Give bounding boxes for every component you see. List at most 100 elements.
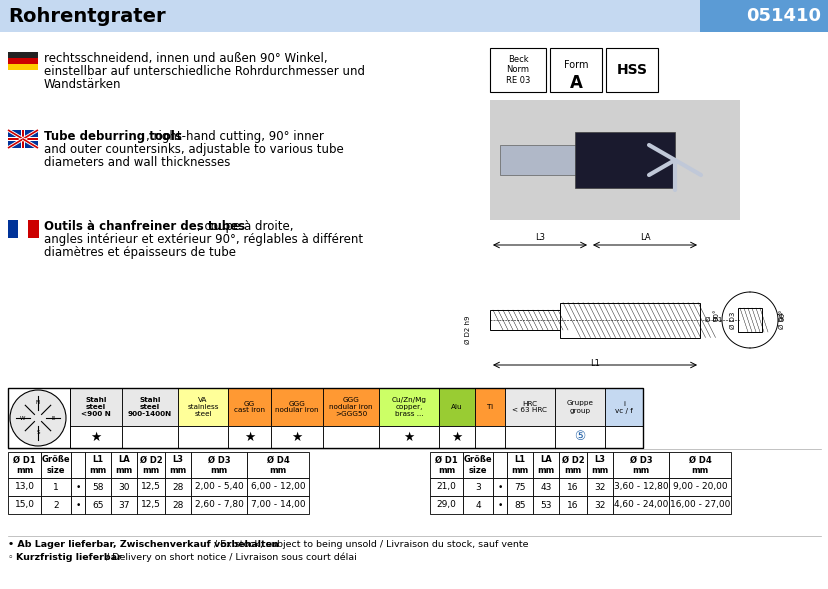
Bar [532,452,558,478]
Text: L3: L3 [534,233,544,242]
Text: / Delivery on short notice / Livraison sous court délai: / Delivery on short notice / Livraison s… [103,553,357,562]
Text: 75: 75 [513,482,525,491]
Text: 9,00 - 20,00: 9,00 - 20,00 [672,482,726,491]
Bar [507,496,532,514]
Text: 21,0: 21,0 [436,482,456,491]
Bar [586,478,612,496]
Text: 2,60 - 7,80: 2,60 - 7,80 [195,501,243,509]
Text: 58: 58 [92,482,104,491]
Text: 13,0: 13,0 [14,482,35,491]
Bar [586,452,612,478]
Text: Cu/Zn/Mg
copper,
brass ...: Cu/Zn/Mg copper, brass ... [391,397,426,417]
Bar [165,496,190,514]
Bar [8,452,41,478]
Text: 1: 1 [53,482,59,491]
Bar [22,130,24,148]
Text: 2: 2 [53,501,59,509]
Text: A: A [569,74,582,92]
Text: L1
mm: L1 mm [89,455,107,475]
Text: Ø D3
mm: Ø D3 mm [208,455,230,475]
Bar [430,496,463,514]
Text: ★: ★ [403,431,414,444]
Bar [612,452,668,478]
Text: Größe
size: Größe size [41,455,70,475]
Text: , right-hand cutting, 90° inner: , right-hand cutting, 90° inner [146,130,324,143]
Bar [507,452,532,478]
Bar [190,496,247,514]
Text: Tube deburring tools: Tube deburring tools [44,130,181,143]
Bar [111,478,137,496]
Text: Wandstärken: Wandstärken [44,78,122,91]
Bar [8,64,38,70]
Text: 90°: 90° [713,309,720,321]
Text: Ø D4
mm: Ø D4 mm [267,455,289,475]
Bar [493,496,507,514]
Bar [178,426,228,448]
Text: HSS: HSS [616,63,647,77]
Text: 29,0: 29,0 [436,501,456,509]
Bar [323,426,378,448]
Bar [430,452,463,478]
Text: 4: 4 [474,501,480,509]
Text: diamètres et épaisseurs de tube: diamètres et épaisseurs de tube [44,246,236,259]
Bar [8,138,38,140]
Bar [8,388,643,448]
Text: Kurzfristig lieferbar: Kurzfristig lieferbar [16,553,122,562]
Text: Ø D4: Ø D4 [778,312,784,329]
Bar [474,388,504,426]
Bar [111,452,137,478]
Bar [85,452,111,478]
Bar [323,388,378,426]
Bar [463,452,493,478]
Text: Ti: Ti [486,404,493,410]
Text: 53: 53 [540,501,551,509]
Text: LA: LA [639,233,649,242]
Text: Ø D1: Ø D1 [704,317,721,323]
Bar [178,388,228,426]
Bar [489,310,560,330]
Text: 43: 43 [540,482,551,491]
Text: 16: 16 [566,501,578,509]
Text: ⑤: ⑤ [574,431,585,444]
Text: 12,5: 12,5 [141,482,161,491]
Text: 37: 37 [118,501,130,509]
Bar [463,478,493,496]
Bar [586,496,612,514]
Text: 32: 32 [594,482,605,491]
Bar [85,478,111,496]
Text: 16: 16 [566,482,578,491]
Bar [575,132,674,188]
Text: Ø D4
mm: Ø D4 mm [688,455,710,475]
Bar [378,426,439,448]
Circle shape [10,390,66,446]
Bar [70,388,122,426]
Text: Stahl
steel
900-1400N: Stahl steel 900-1400N [128,397,172,417]
Bar [554,426,604,448]
Text: VA
stainless
steel: VA stainless steel [187,397,219,417]
Text: 32: 32 [594,501,605,509]
Text: Outils à chanfreiner des tubes: Outils à chanfreiner des tubes [44,220,245,233]
Text: LA
mm: LA mm [537,455,554,475]
Bar [560,303,699,337]
Bar [489,100,739,220]
Bar [111,496,137,514]
Bar [668,496,730,514]
Bar [8,478,41,496]
Text: diameters and wall thicknesses: diameters and wall thicknesses [44,156,230,169]
Text: 6,00 - 12,00: 6,00 - 12,00 [250,482,305,491]
Text: Ø D3: Ø D3 [729,312,735,329]
Bar [41,452,71,478]
Text: Ø D1
mm: Ø D1 mm [435,455,457,475]
Text: GGG
nodular iron
>GGG50: GGG nodular iron >GGG50 [329,397,373,417]
Bar [489,48,546,92]
Text: L1: L1 [590,359,599,368]
Text: L1
mm: L1 mm [511,455,528,475]
Bar [558,478,586,496]
Text: Gruppe
group: Gruppe group [566,401,593,413]
Text: Ø D2 h9: Ø D2 h9 [465,316,470,344]
Bar [137,496,165,514]
Bar [463,496,493,514]
Text: Alu: Alu [450,404,462,410]
Text: 3: 3 [474,482,480,491]
Bar [28,220,39,238]
